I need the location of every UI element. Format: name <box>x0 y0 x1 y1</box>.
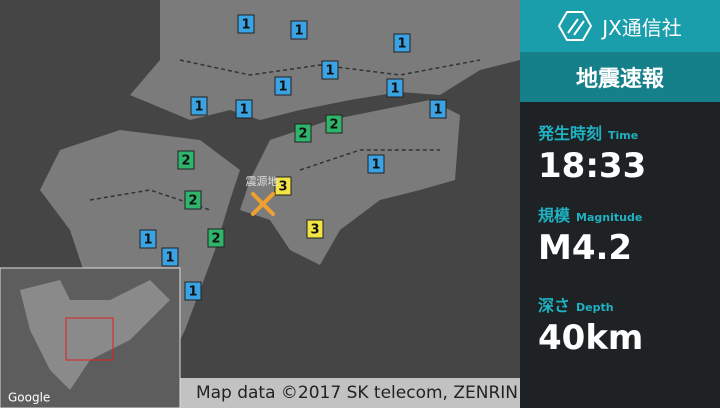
intensity-marker <box>325 114 343 134</box>
intensity-marker <box>235 99 253 119</box>
intensity-label: 1 <box>194 100 203 115</box>
intensity-label: 2 <box>188 194 197 209</box>
depth-label: 深さ <box>538 296 571 315</box>
intensity-label: 1 <box>294 24 303 39</box>
epicenter-label: 震源地 <box>246 174 279 188</box>
time-block: 発生時刻 Time 18:33 <box>520 102 720 186</box>
intensity-marker <box>294 123 312 143</box>
intensity-label: 1 <box>143 233 152 248</box>
intensity-label: 1 <box>397 37 406 52</box>
intensity-label: 3 <box>310 223 319 238</box>
magnitude-label-en: Magnitude <box>576 211 643 224</box>
epicenter <box>251 192 275 216</box>
brand-logo <box>558 11 593 41</box>
inset-border <box>0 267 181 408</box>
intensity-marker <box>306 219 324 239</box>
depth-block: 深さ Depth 40km <box>520 274 720 358</box>
intensity-marker <box>290 20 308 40</box>
intensity-marker <box>386 78 404 98</box>
intensity-marker <box>177 150 195 170</box>
intensity-label: 2 <box>181 154 190 169</box>
magnitude-value: M4.2 <box>538 228 633 268</box>
intensity-label: 3 <box>278 180 287 195</box>
intensity-label: 1 <box>433 103 442 118</box>
inset-frame <box>65 317 114 361</box>
intensity-marker <box>207 228 225 248</box>
intensity-marker <box>393 33 411 53</box>
logo: Google <box>8 391 50 405</box>
borders <box>89 59 481 211</box>
intensity-label: 1 <box>390 82 399 97</box>
header: JX通信社 <box>520 0 720 52</box>
magnitude-block: 規模 Magnitude M4.2 <box>520 178 720 274</box>
intensity-label: 2 <box>211 232 220 247</box>
intensity-marker <box>184 190 202 210</box>
intensity-marker <box>161 247 179 267</box>
sidebar: JX通信社 地震速報 発生時刻 Time 18:33 規模 Magnitude M4… <box>520 0 720 408</box>
magnitude-label: 規模 <box>538 206 571 225</box>
banner: 地震速報 <box>520 52 720 102</box>
brand: JX通信社 <box>602 15 682 40</box>
intensity-marker <box>321 60 339 80</box>
time-value: 18:33 <box>538 146 647 186</box>
intensity-marker <box>367 154 385 174</box>
intensity-label: 1 <box>165 251 174 266</box>
intensity-marker <box>274 176 292 196</box>
intensity-label: 1 <box>278 80 287 95</box>
attribution-bg <box>180 378 520 408</box>
intensity-label: 2 <box>329 118 338 133</box>
intensity-marker <box>429 99 447 119</box>
attribution: Map data ©2017 SK telecom, ZENRIN <box>196 383 518 403</box>
depth-label-en: Depth <box>576 301 614 314</box>
intensity-label: 1 <box>325 64 334 79</box>
depth-value: 40km <box>538 318 644 358</box>
intensity-marker <box>190 96 208 116</box>
inset-land <box>20 280 170 390</box>
intensity-label: 1 <box>239 103 248 118</box>
intensity-label: 1 <box>241 18 250 33</box>
intensity-marker <box>237 14 255 34</box>
time-label-en: Time <box>608 129 639 142</box>
intensity-label: 1 <box>188 285 197 300</box>
time-label: 発生時刻 <box>538 124 603 143</box>
intensity-marker <box>184 281 202 301</box>
intensity-marker <box>274 76 292 96</box>
intensity-marker <box>139 229 157 249</box>
intensity-label: 2 <box>298 127 307 142</box>
intensity-label: 1 <box>371 158 380 173</box>
